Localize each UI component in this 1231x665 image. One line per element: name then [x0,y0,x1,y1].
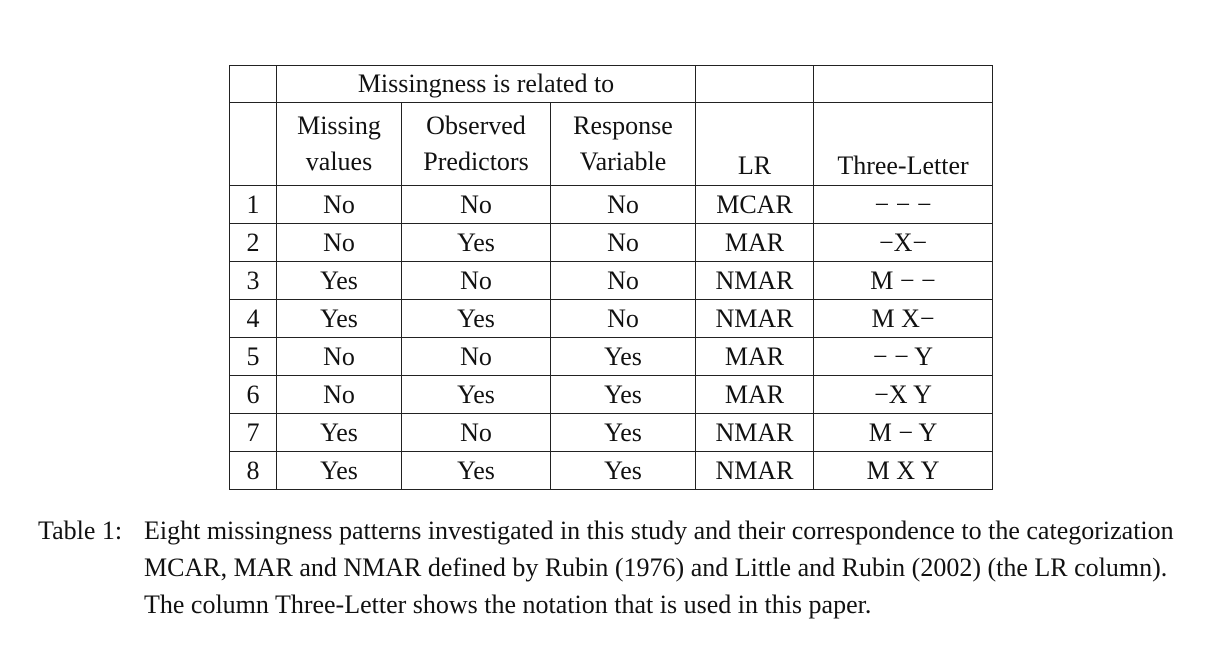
missing-values-cell: No [276,375,402,414]
missingness-table: Missingness is related to Missing values… [229,65,993,490]
missing-values-cell: No [276,337,402,376]
column-header-lr: LR [695,102,814,186]
missing-values-cell: Yes [276,261,402,300]
response-variable-cell: Yes [550,451,696,490]
table-caption: Table 1: Eight missingness patterns inve… [38,512,1198,623]
table-row: 7 Yes No Yes NMAR M − Y [229,413,993,452]
group-header-row: Missingness is related to [229,65,993,103]
caption-label: Table 1: [38,516,123,545]
column-header-line: Variable [579,147,667,176]
table-body: 1 No No No MCAR − − −2 No Yes No MAR −X− 3 Yes No No NM… [229,185,993,490]
table-row: 3 Yes No No NMAR M − − [229,261,993,300]
lr-cell: MCAR [695,185,814,224]
column-header-index [229,102,277,186]
empty-header-cell [695,65,814,103]
row-index-cell: 8 [229,451,277,490]
table-row: 4 Yes Yes No NMAR M X− [229,299,993,338]
column-header-line: Missing [297,111,381,140]
missing-values-cell: Yes [276,299,402,338]
row-index-cell: 5 [229,337,277,376]
three-letter-cell: − − Y [813,337,993,376]
observed-predictors-cell: No [401,413,551,452]
caption-text: Eight missingness patterns investigated … [144,516,1174,619]
three-letter-cell: −X− [813,223,993,262]
table-row: 5 No No Yes MAR − − Y [229,337,993,376]
empty-corner-cell [229,65,277,103]
observed-predictors-cell: Yes [401,451,551,490]
missing-values-cell: No [276,223,402,262]
table-row: 1 No No No MCAR − − − [229,185,993,224]
three-letter-cell: M X− [813,299,993,338]
column-header-line: Response [573,111,673,140]
row-index-cell: 2 [229,223,277,262]
column-header-missing-values: Missing values [276,102,402,186]
response-variable-cell: Yes [550,375,696,414]
observed-predictors-cell: No [401,337,551,376]
row-index-cell: 3 [229,261,277,300]
column-header-response-variable: Response Variable [550,102,696,186]
column-header-three-letter: Three-Letter [813,102,993,186]
group-header-cell: Missingness is related to [276,65,696,103]
observed-predictors-cell: Yes [401,375,551,414]
response-variable-cell: Yes [550,413,696,452]
lr-cell: MAR [695,223,814,262]
observed-predictors-cell: Yes [401,223,551,262]
response-variable-cell: No [550,261,696,300]
column-header-line: values [305,147,373,176]
three-letter-cell: M X Y [813,451,993,490]
lr-cell: MAR [695,337,814,376]
missing-values-cell: Yes [276,451,402,490]
three-letter-cell: −X Y [813,375,993,414]
empty-header-cell [813,65,993,103]
response-variable-cell: Yes [550,337,696,376]
observed-predictors-cell: No [401,261,551,300]
column-header-observed-predictors: Observed Predictors [401,102,551,186]
row-index-cell: 7 [229,413,277,452]
row-index-cell: 6 [229,375,277,414]
response-variable-cell: No [550,223,696,262]
row-index-cell: 4 [229,299,277,338]
column-header-line: Predictors [423,147,529,176]
three-letter-cell: − − − [813,185,993,224]
table-row: 6 No Yes Yes MAR −X Y [229,375,993,414]
response-variable-cell: No [550,185,696,224]
response-variable-cell: No [550,299,696,338]
three-letter-cell: M − − [813,261,993,300]
missing-values-cell: No [276,185,402,224]
lr-cell: MAR [695,375,814,414]
lr-cell: NMAR [695,299,814,338]
lr-cell: NMAR [695,451,814,490]
observed-predictors-cell: No [401,185,551,224]
observed-predictors-cell: Yes [401,299,551,338]
column-header-row: Missing values Observed Predictors Respo… [229,102,993,186]
lr-cell: NMAR [695,413,814,452]
table-row: 8 Yes Yes Yes NMAR M X Y [229,451,993,490]
missing-values-cell: Yes [276,413,402,452]
three-letter-cell: M − Y [813,413,993,452]
column-header-line: Observed [426,111,526,140]
row-index-cell: 1 [229,185,277,224]
lr-cell: NMAR [695,261,814,300]
table-row: 2 No Yes No MAR −X− [229,223,993,262]
